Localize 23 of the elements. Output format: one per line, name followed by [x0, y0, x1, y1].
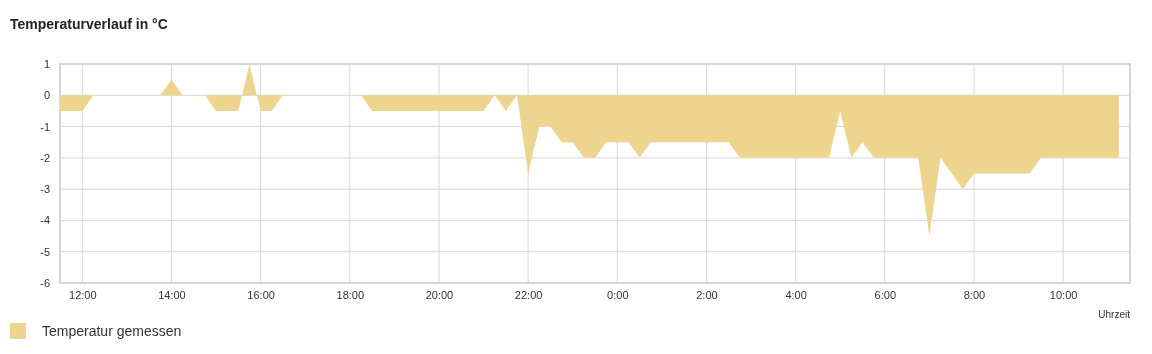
- x-tick-label: 16:00: [247, 288, 275, 301]
- y-tick-label: -6: [40, 277, 50, 290]
- x-tick-label: 8:00: [963, 288, 986, 301]
- y-tick-label: -5: [40, 245, 50, 258]
- x-tick-label: 6:00: [874, 288, 896, 301]
- x-tick-label: 10:00: [1049, 288, 1078, 301]
- y-tick-label: -2: [40, 151, 50, 164]
- x-axis-title: Uhrzeit: [1098, 309, 1131, 320]
- x-tick-label: 22:00: [514, 288, 543, 301]
- chart-title: Temperaturverlauf in °C: [10, 16, 168, 32]
- x-tick-label: 12:00: [69, 288, 97, 301]
- y-tick-label: 1: [43, 58, 50, 71]
- x-tick-label: 20:00: [425, 288, 454, 301]
- x-tick-label: 14:00: [158, 288, 186, 301]
- x-tick-label: 18:00: [336, 288, 365, 301]
- y-tick-label: 0: [43, 89, 50, 102]
- y-tick-label: -1: [40, 120, 50, 133]
- y-tick-label: -4: [40, 214, 50, 227]
- x-tick-label: 0:00: [607, 288, 629, 301]
- legend-label: Temperatur gemessen: [42, 323, 182, 339]
- x-tick-label: 2:00: [696, 288, 718, 301]
- x-tick-label: 4:00: [785, 288, 807, 301]
- y-tick-label: -3: [40, 183, 50, 196]
